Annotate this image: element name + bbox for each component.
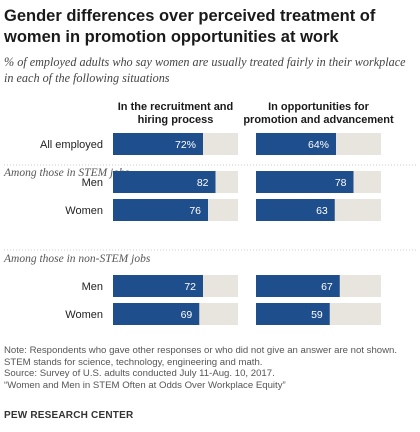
bar-value-label: 63 [316,205,328,217]
bar [113,303,200,325]
panel-header-line: hiring process [138,114,214,126]
bar-value-label: 78 [335,177,347,189]
bar-value-label: 82 [197,177,209,189]
bar-value-label: 72% [175,139,196,151]
row-label: All employed [40,139,103,151]
bar [256,275,340,297]
report-title-line: “Women and Men in STEM Often at Odds Ove… [4,379,286,391]
bar-value-label: 59 [311,309,323,321]
group-heading: Among those in non-STEM jobs [3,253,151,265]
bar-value-label: 69 [181,309,193,321]
chart-note: Note: Respondents who gave other respons… [4,345,418,391]
bar [256,171,354,193]
row-label: Men [82,281,103,293]
source-line: Source: Survey of U.S. adults conducted … [4,368,275,380]
panel-header: In the recruitment and hiring process [118,101,234,126]
bar-value-label: 72 [184,281,196,293]
pew-logo-text: PEW RESEARCH CENTER [4,410,134,421]
row-label: Men [82,177,103,189]
bar [256,199,335,221]
panel-header-line: In the recruitment and [118,101,234,113]
panel-header: In opportunities for promotion and advanc… [243,101,394,126]
chart-title: Gender differences over perceived treatm… [4,7,376,46]
panel-header-line: In opportunities for [268,101,370,113]
bar [113,275,203,297]
row-label: Women [65,309,103,321]
chart-subtitle: % of employed adults who say women are u… [4,55,406,85]
bar [256,133,336,155]
row-label: Women [65,205,103,217]
note-line: Note: Respondents who gave other respons… [4,345,398,356]
bar [256,303,330,325]
panel-header-line: promotion and advancement [243,114,394,126]
bar-chart: In the recruitment and hiring process In o… [3,101,416,325]
bar [113,199,208,221]
bar [113,171,216,193]
note-line: STEM stands for science, technology, eng… [4,356,263,368]
group-heading: Among those in STEM jobs [3,167,130,179]
bar-value-label: 64% [308,139,329,151]
bar [113,133,203,155]
bar-value-label: 76 [189,205,201,217]
bar-value-label: 67 [321,281,333,293]
